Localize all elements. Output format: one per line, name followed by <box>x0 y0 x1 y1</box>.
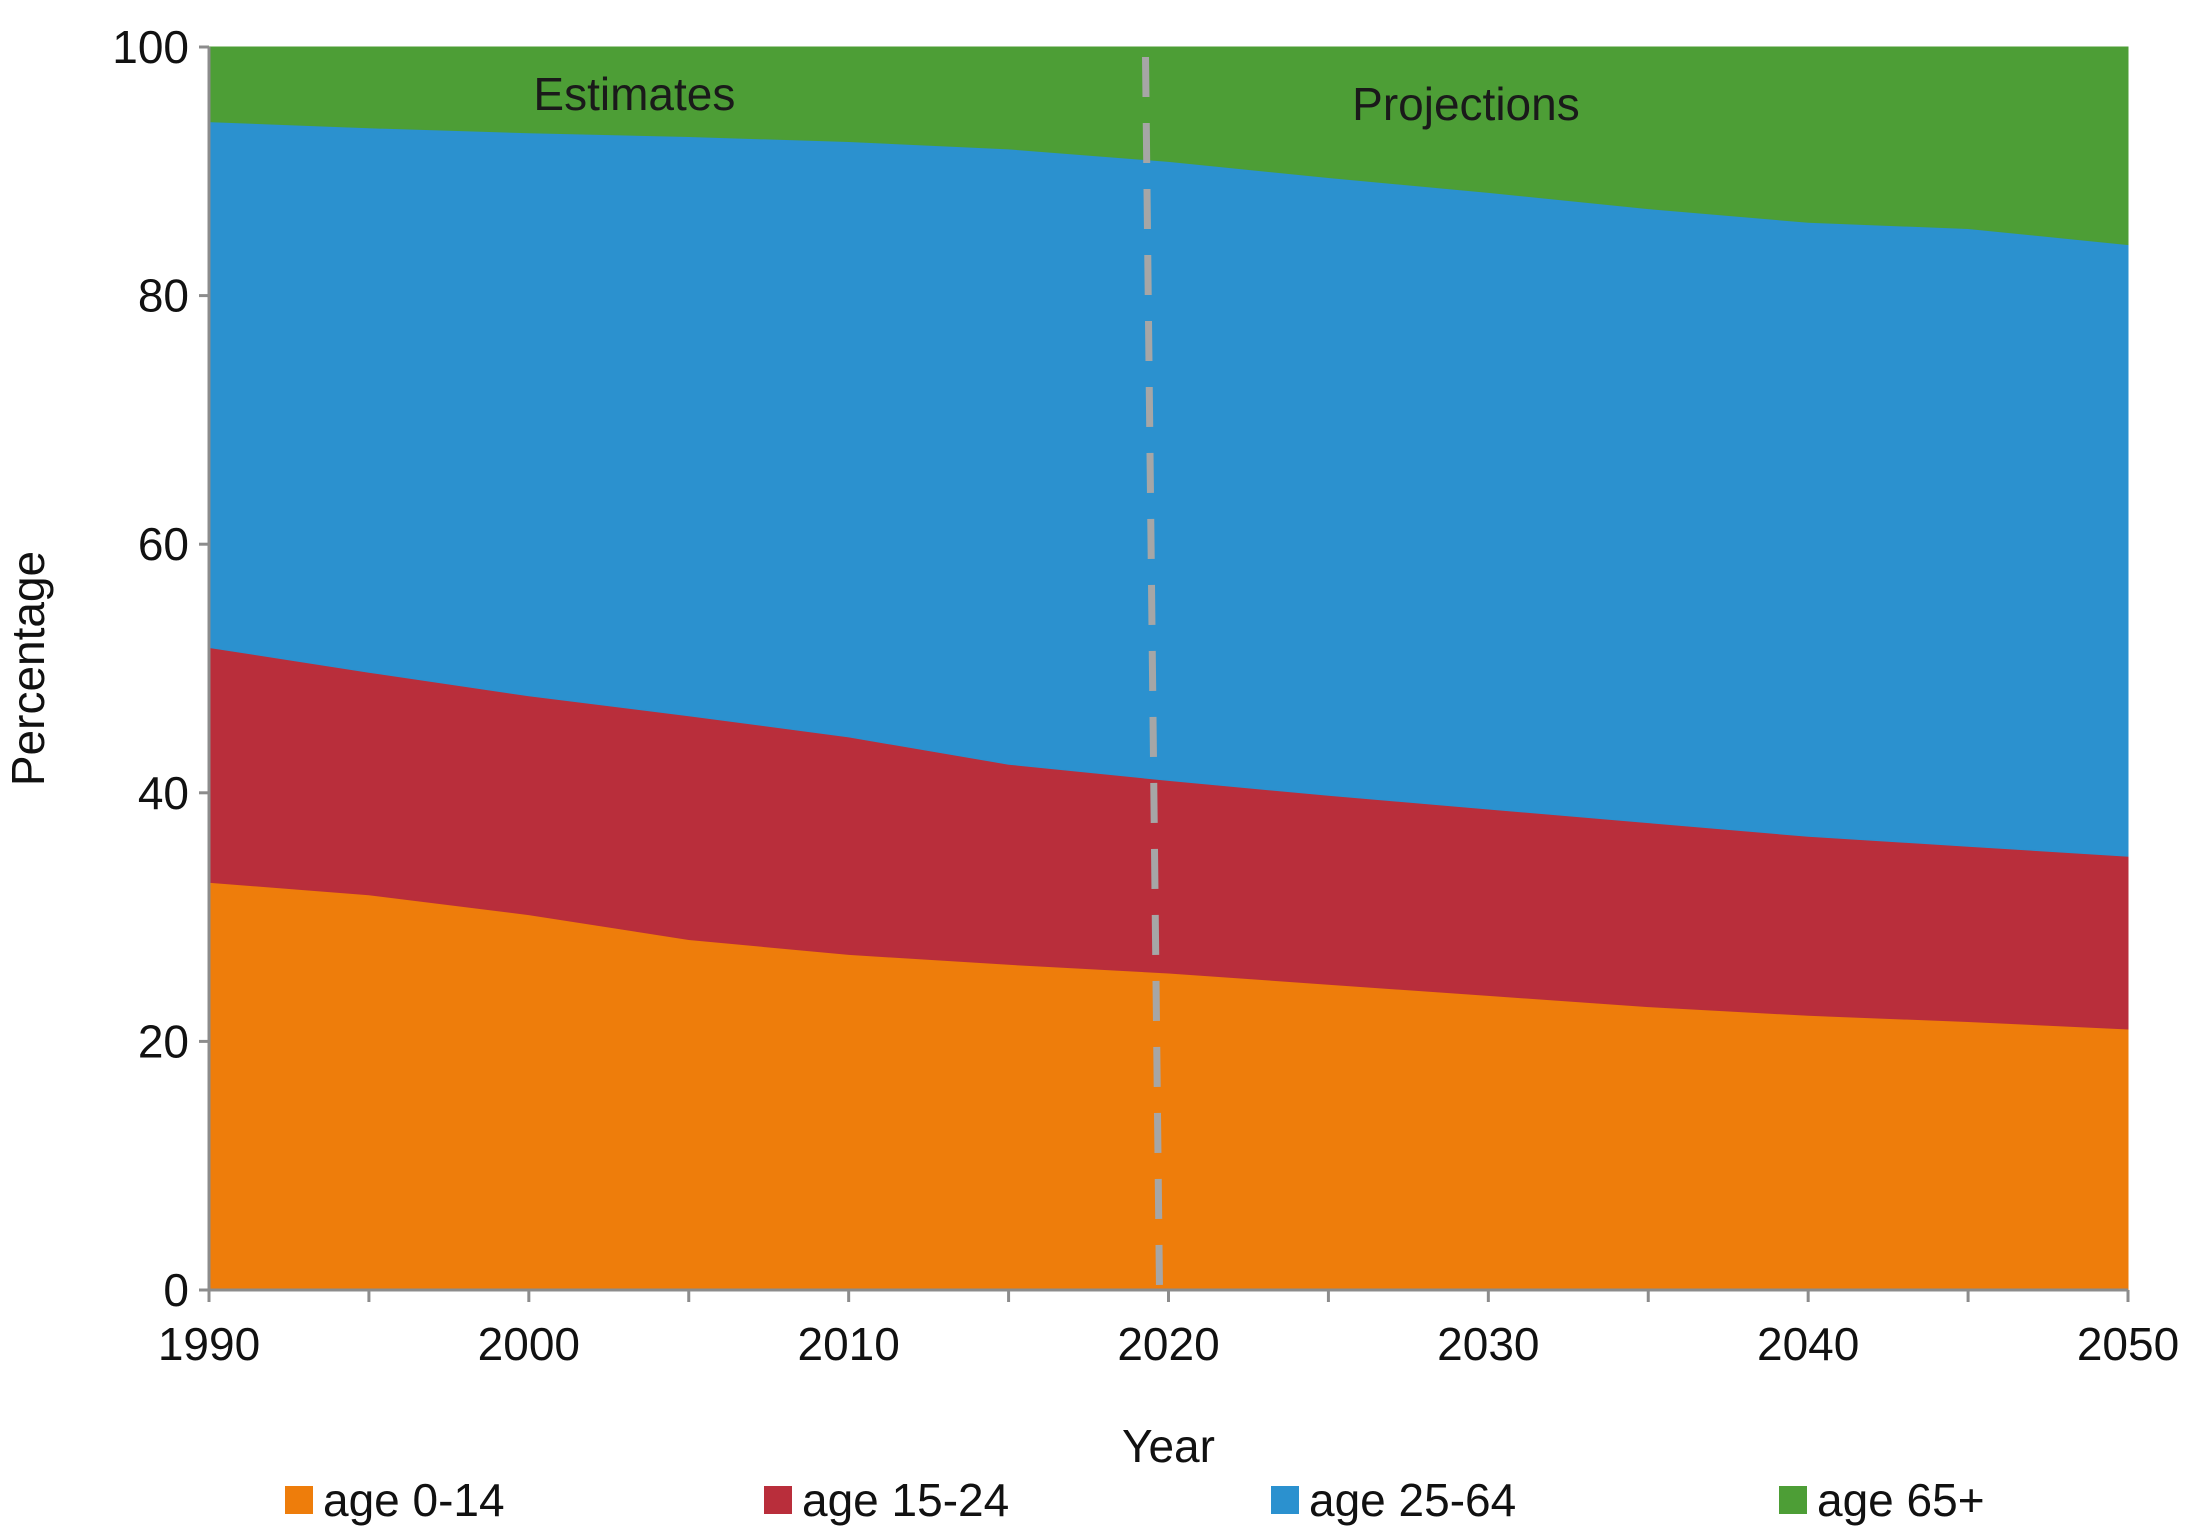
legend-label: age 0-14 <box>323 1474 505 1526</box>
y-tick-label: 100 <box>112 21 189 73</box>
annotation-projections: Projections <box>1352 78 1580 130</box>
x-tick-label: 2010 <box>797 1318 899 1370</box>
legend-label: age 65+ <box>1817 1474 1985 1526</box>
x-ticks: 1990 2000 2010 2020 2030 2040 2050 <box>158 1290 2179 1370</box>
y-tick-label: 20 <box>138 1015 189 1067</box>
legend-swatch <box>764 1486 792 1514</box>
x-tick-label: 1990 <box>158 1318 260 1370</box>
y-tick-label: 40 <box>138 767 189 819</box>
x-axis-title: Year <box>1122 1420 1215 1472</box>
x-tick-label: 2020 <box>1117 1318 1219 1370</box>
y-tick-label: 0 <box>163 1264 189 1316</box>
x-tick-label: 2050 <box>2077 1318 2179 1370</box>
areas-layer <box>208 46 2129 1291</box>
legend-swatch <box>1779 1486 1807 1514</box>
legend-label: age 15-24 <box>802 1474 1009 1526</box>
x-tick-label: 2030 <box>1437 1318 1539 1370</box>
y-ticks: 0 20 40 60 80 100 <box>112 21 209 1316</box>
legend: age 0-14 age 15-24 age 25-64 age 65+ <box>285 1474 1985 1526</box>
x-tick-label: 2000 <box>478 1318 580 1370</box>
legend-label: age 25-64 <box>1309 1474 1516 1526</box>
y-axis-title: Percentage <box>2 551 54 786</box>
estimates-projections-divider <box>1142 56 1164 1291</box>
x-tick-label: 2040 <box>1757 1318 1859 1370</box>
annotation-estimates: Estimates <box>533 68 735 120</box>
y-tick-label: 80 <box>138 270 189 322</box>
legend-swatch <box>1271 1486 1299 1514</box>
y-tick-label: 60 <box>138 518 189 570</box>
legend-swatch <box>285 1486 313 1514</box>
area-series-4 <box>208 46 2129 246</box>
